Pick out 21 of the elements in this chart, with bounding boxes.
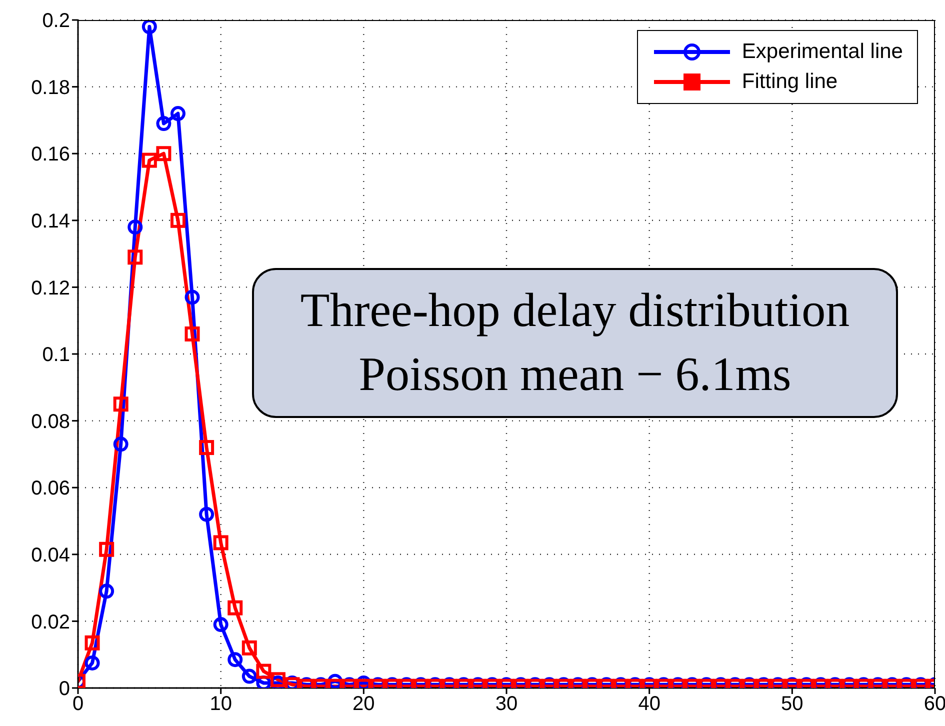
x-tick-label: 0 xyxy=(72,693,84,716)
y-tick-label: 0.06 xyxy=(31,478,70,500)
x-tick-label: 10 xyxy=(210,693,232,716)
x-tick-label: 50 xyxy=(781,693,804,716)
y-tick-label: 0.14 xyxy=(31,210,70,232)
y-tick-label: 0.08 xyxy=(31,410,70,433)
y-tick-label: 0 xyxy=(58,678,70,700)
x-tick-label: 20 xyxy=(352,693,375,716)
y-tick-label: 0.1 xyxy=(42,344,70,366)
y-tick-label: 0.2 xyxy=(42,10,70,32)
annotation: Three-hop delay distribution Poisson mean − 6.1ms xyxy=(300,283,850,403)
legend-label: Fitting line xyxy=(742,70,838,94)
x-tick-label: 60 xyxy=(924,693,945,716)
legend-label: Experimental line xyxy=(742,40,903,64)
y-tick-label: 0.04 xyxy=(31,544,70,566)
y-tick-label: 0.12 xyxy=(31,277,70,300)
y-tick-label: 0.02 xyxy=(31,611,70,634)
y-tick-label: 0.18 xyxy=(31,76,70,99)
x-tick-label: 30 xyxy=(495,693,518,716)
y-tick-label: 0.16 xyxy=(31,144,70,166)
x-tick-label: 40 xyxy=(638,693,660,716)
